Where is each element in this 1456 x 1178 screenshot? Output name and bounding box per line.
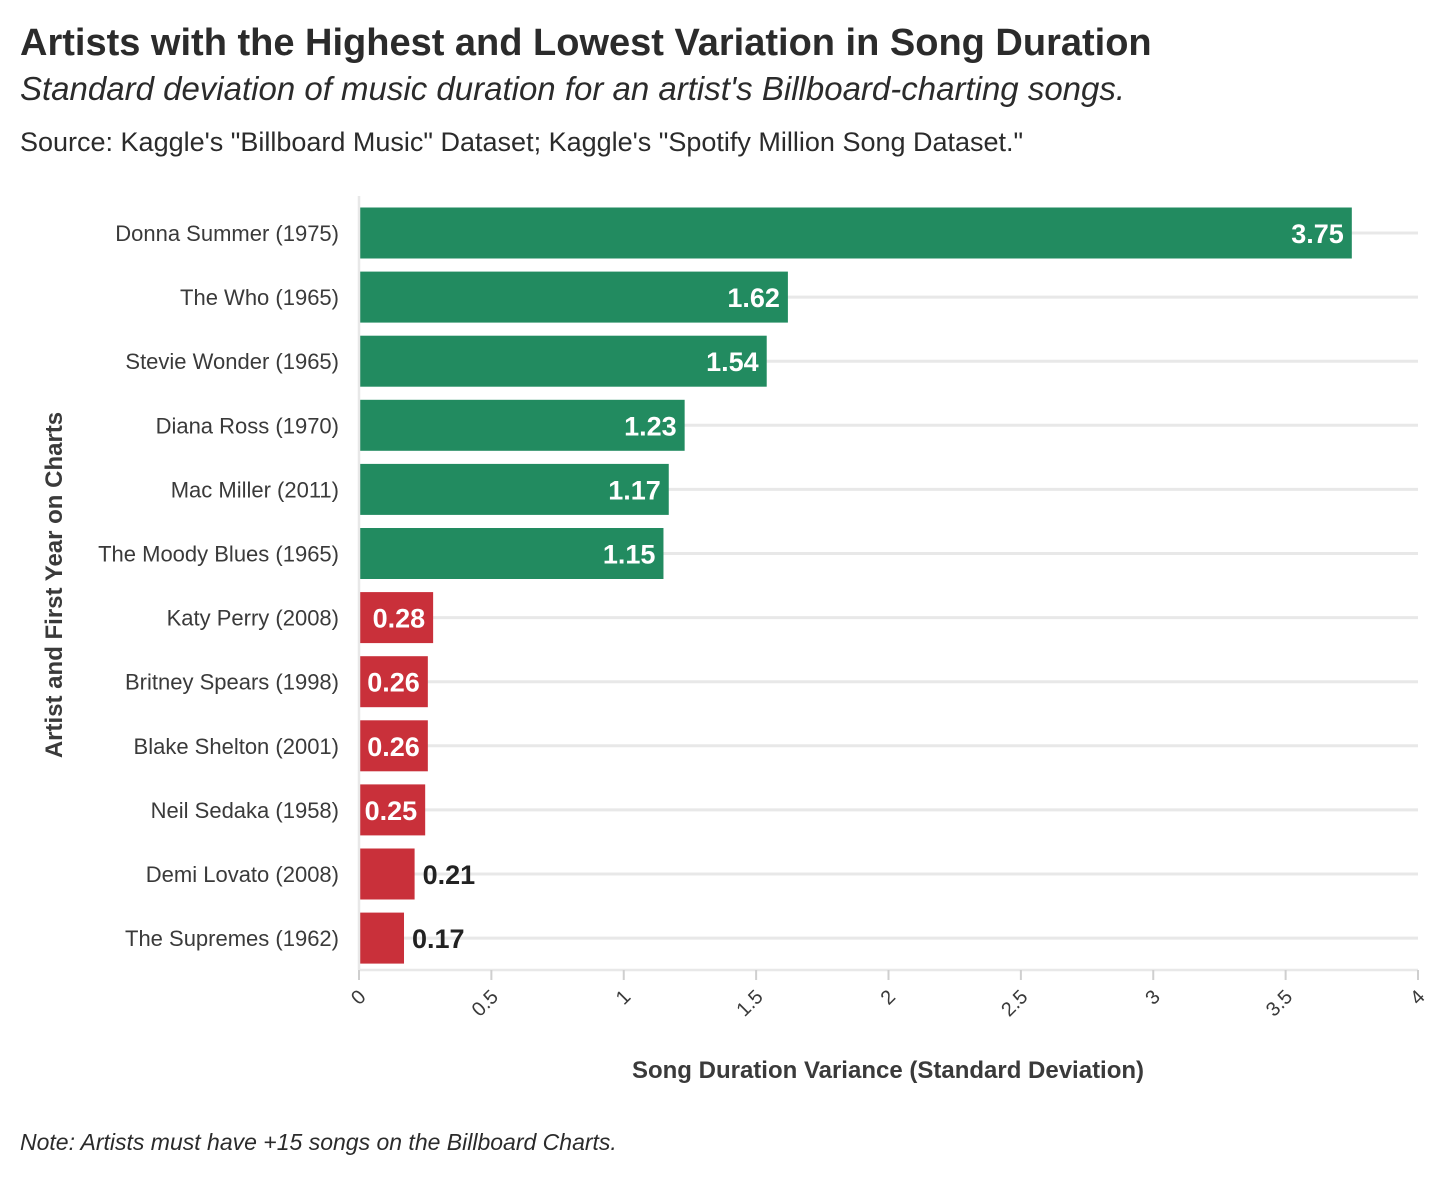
category-label: The Supremes (1962) bbox=[125, 926, 339, 951]
category-label: Demi Lovato (2008) bbox=[146, 862, 339, 887]
category-label: Mac Miller (2011) bbox=[171, 477, 339, 502]
bar-chart: Donna Summer (1975) 3.75 The Who (1965) 1.6… bbox=[41, 196, 1430, 1084]
x-tick-label: 0.5 bbox=[468, 986, 503, 1021]
x-tick-label: 2 bbox=[877, 986, 900, 1009]
bar bbox=[359, 463, 669, 515]
category-label: Donna Summer (1975) bbox=[115, 221, 339, 246]
x-tick-label: 1 bbox=[612, 986, 635, 1009]
bar bbox=[359, 399, 685, 451]
data-label: 3.75 bbox=[1291, 219, 1344, 249]
bar bbox=[359, 335, 767, 387]
data-label: 0.26 bbox=[367, 732, 420, 762]
category-label: Blake Shelton (2001) bbox=[134, 734, 339, 759]
bar bbox=[359, 528, 664, 579]
data-label: 1.17 bbox=[608, 475, 661, 505]
chart-title: Artists with the Highest and Lowest Vari… bbox=[20, 22, 1152, 64]
bar bbox=[359, 848, 415, 900]
data-label: 1.15 bbox=[603, 540, 656, 570]
data-label: 0.26 bbox=[367, 668, 420, 698]
data-label: 0.21 bbox=[423, 860, 476, 890]
data-label: 0.25 bbox=[365, 796, 418, 826]
chart-note: Note: Artists must have +15 songs on the… bbox=[20, 1129, 617, 1155]
category-label: The Moody Blues (1965) bbox=[98, 542, 339, 567]
y-axis-title: Artist and First Year on Charts bbox=[41, 412, 68, 758]
data-label: 0.17 bbox=[412, 924, 465, 954]
x-axis-title: Song Duration Variance (Standard Deviati… bbox=[632, 1057, 1144, 1084]
x-tick-label: 3.5 bbox=[1262, 986, 1297, 1021]
x-tick-label: 2.5 bbox=[997, 986, 1032, 1021]
x-tick-label: 3 bbox=[1141, 986, 1164, 1009]
x-tick-label: 0 bbox=[347, 986, 370, 1009]
bar bbox=[359, 207, 1352, 259]
category-label: Diana Ross (1970) bbox=[156, 413, 339, 438]
data-label: 1.62 bbox=[727, 283, 780, 313]
bar bbox=[359, 271, 788, 323]
category-label: Britney Spears (1998) bbox=[125, 670, 339, 695]
chart-subtitle: Standard deviation of music duration for… bbox=[20, 70, 1126, 107]
chart-source: Source: Kaggle's "Billboard Music" Datas… bbox=[20, 127, 1024, 157]
label-layer: Donna Summer (1975) 3.75 The Who (1965) 1.6… bbox=[98, 219, 1344, 954]
bar bbox=[359, 592, 434, 644]
bar bbox=[359, 656, 428, 708]
category-label: Katy Perry (2008) bbox=[167, 606, 339, 631]
data-label: 1.54 bbox=[706, 347, 759, 377]
x-tick-label: 1.5 bbox=[732, 986, 767, 1021]
category-label: Stevie Wonder (1965) bbox=[125, 349, 339, 374]
data-label: 1.23 bbox=[624, 411, 677, 441]
category-label: The Who (1965) bbox=[180, 285, 339, 310]
bar bbox=[359, 784, 426, 836]
bar bbox=[359, 720, 428, 772]
x-tick-label: 4 bbox=[1406, 986, 1429, 1009]
bar-layer bbox=[359, 207, 1352, 964]
data-label: 0.28 bbox=[373, 604, 426, 634]
category-label: Neil Sedaka (1958) bbox=[151, 798, 339, 823]
bar bbox=[359, 912, 405, 964]
